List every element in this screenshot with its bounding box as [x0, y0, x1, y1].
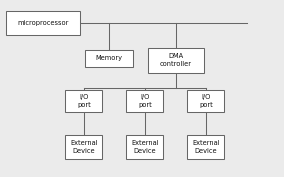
Text: microprocessor: microprocessor [17, 20, 68, 26]
FancyBboxPatch shape [187, 90, 224, 112]
FancyBboxPatch shape [85, 50, 133, 67]
FancyBboxPatch shape [65, 90, 102, 112]
FancyBboxPatch shape [65, 135, 102, 159]
Text: DMA
controller: DMA controller [160, 53, 192, 67]
Text: Memory: Memory [96, 55, 123, 61]
FancyBboxPatch shape [187, 135, 224, 159]
FancyBboxPatch shape [148, 48, 204, 73]
Text: External
Device: External Device [70, 140, 98, 154]
Text: I/O
port: I/O port [199, 94, 213, 108]
Text: I/O
port: I/O port [77, 94, 91, 108]
FancyBboxPatch shape [6, 11, 80, 35]
Text: External
Device: External Device [131, 140, 159, 154]
Text: External
Device: External Device [192, 140, 220, 154]
FancyBboxPatch shape [126, 90, 163, 112]
FancyBboxPatch shape [126, 135, 163, 159]
Text: I/O
port: I/O port [138, 94, 152, 108]
